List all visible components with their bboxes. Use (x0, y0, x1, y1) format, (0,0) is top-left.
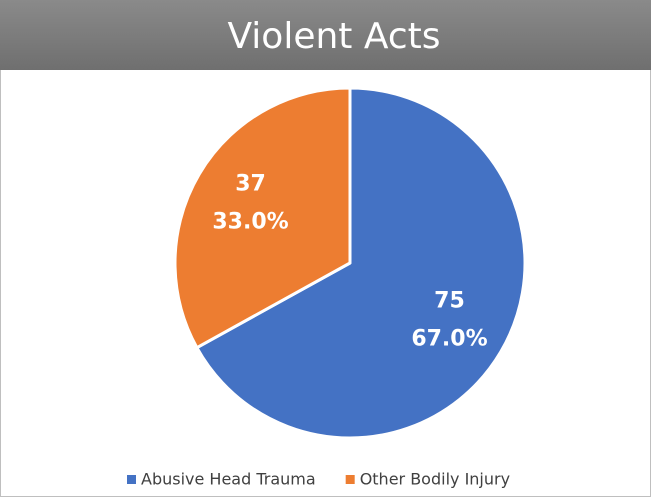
legend-swatch (127, 475, 136, 484)
legend-label: Other Bodily Injury (360, 470, 510, 489)
legend-swatch (345, 475, 355, 484)
pie: 75 67.0% 37 33.0% (173, 86, 527, 440)
data-label-percent: 33.0% (212, 209, 288, 234)
chart-title: Violent Acts (227, 16, 440, 57)
data-label-value: 37 (235, 171, 266, 196)
pie-slice (173, 86, 352, 350)
legend-label: Abusive Head Trauma (141, 470, 316, 489)
data-label-percent: 67.0% (411, 327, 487, 352)
title-bar (0, 0, 651, 70)
legend: Abusive Head Trauma Other Bodily Injury (127, 470, 510, 489)
data-label-value: 75 (434, 289, 465, 314)
pie-slice (195, 86, 527, 440)
